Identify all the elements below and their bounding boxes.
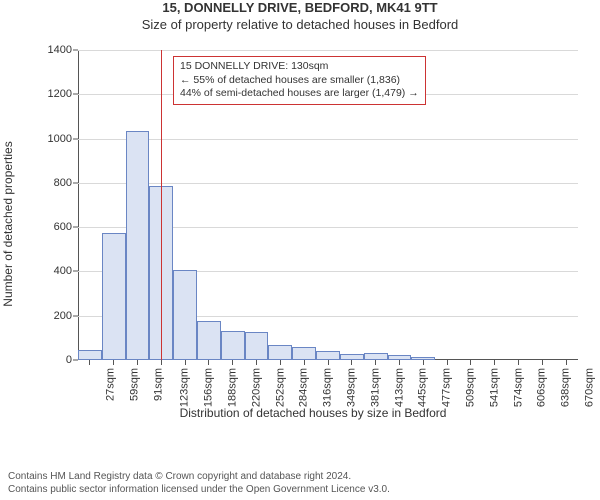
- x-tick-label: 27sqm: [104, 368, 116, 401]
- x-tick: [256, 360, 257, 365]
- x-tick: [185, 360, 186, 365]
- histogram-bar: [197, 321, 221, 360]
- gridline: [78, 139, 578, 140]
- x-tick: [232, 360, 233, 365]
- x-tick: [208, 360, 209, 365]
- y-tick-label: 0: [66, 354, 72, 366]
- histogram-bar: [221, 331, 245, 360]
- y-tick-label: 1200: [48, 88, 72, 100]
- x-tick: [113, 360, 114, 365]
- footer-line-1: Contains HM Land Registry data © Crown c…: [8, 470, 390, 483]
- x-tick-label: 606sqm: [536, 368, 548, 407]
- y-tick-label: 600: [54, 221, 72, 233]
- annotation-box: 15 DONNELLY DRIVE: 130sqm← 55% of detach…: [173, 56, 426, 105]
- x-tick: [280, 360, 281, 365]
- x-tick-label: 284sqm: [298, 368, 310, 407]
- x-tick: [161, 360, 162, 365]
- x-tick: [375, 360, 376, 365]
- x-tick-label: 188sqm: [227, 368, 239, 407]
- x-tick: [304, 360, 305, 365]
- x-tick-label: 574sqm: [512, 368, 524, 407]
- y-axis-line: [78, 50, 79, 360]
- annotation-line: 44% of semi-detached houses are larger (…: [180, 87, 419, 101]
- chart: Number of detached properties 0200400600…: [48, 50, 578, 398]
- plot-area: 020040060080010001200140027sqm59sqm91sqm…: [78, 50, 578, 360]
- x-tick: [542, 360, 543, 365]
- x-tick: [328, 360, 329, 365]
- y-tick: [73, 315, 78, 316]
- x-tick: [566, 360, 567, 365]
- histogram-bar: [268, 345, 292, 361]
- x-tick: [399, 360, 400, 365]
- x-tick: [494, 360, 495, 365]
- x-tick: [447, 360, 448, 365]
- histogram-bar: [126, 131, 150, 360]
- histogram-bar: [173, 270, 197, 360]
- x-axis-label: Distribution of detached houses by size …: [180, 406, 447, 420]
- gridline: [78, 50, 578, 51]
- y-tick: [73, 138, 78, 139]
- y-tick-label: 800: [54, 177, 72, 189]
- x-tick-label: 220sqm: [250, 368, 262, 407]
- x-tick-label: 91sqm: [152, 368, 164, 401]
- x-tick-label: 445sqm: [417, 368, 429, 407]
- y-tick-label: 400: [54, 265, 72, 277]
- page-title: 15, DONNELLY DRIVE, BEDFORD, MK41 9TT: [0, 0, 600, 15]
- x-tick-label: 123sqm: [179, 368, 191, 407]
- x-tick-label: 638sqm: [560, 368, 572, 407]
- gridline: [78, 183, 578, 184]
- histogram-bar: [102, 233, 126, 360]
- x-tick: [89, 360, 90, 365]
- x-tick-label: 477sqm: [441, 368, 453, 407]
- y-tick: [73, 227, 78, 228]
- y-tick-label: 1000: [48, 133, 72, 145]
- x-tick: [470, 360, 471, 365]
- y-tick: [73, 182, 78, 183]
- x-tick-label: 413sqm: [393, 368, 405, 407]
- footer: Contains HM Land Registry data © Crown c…: [8, 470, 390, 496]
- histogram-bar: [78, 350, 102, 360]
- x-tick: [137, 360, 138, 365]
- y-tick: [73, 94, 78, 95]
- histogram-bar: [316, 351, 340, 360]
- y-tick-label: 200: [54, 310, 72, 322]
- x-tick-label: 541sqm: [488, 368, 500, 407]
- page-subtitle: Size of property relative to detached ho…: [0, 17, 600, 32]
- annotation-line: 15 DONNELLY DRIVE: 130sqm: [180, 60, 419, 74]
- x-tick-label: 509sqm: [465, 368, 477, 407]
- x-tick-label: 59sqm: [128, 368, 140, 401]
- x-tick-label: 156sqm: [203, 368, 215, 407]
- histogram-bar: [364, 353, 388, 360]
- y-tick: [73, 271, 78, 272]
- histogram-bar: [245, 332, 269, 360]
- x-tick-label: 316sqm: [322, 368, 334, 407]
- x-tick-label: 349sqm: [346, 368, 358, 407]
- y-axis-label: Number of detached properties: [1, 141, 15, 306]
- histogram-bar: [292, 347, 316, 360]
- y-tick-label: 1400: [48, 44, 72, 56]
- x-tick-label: 252sqm: [274, 368, 286, 407]
- x-tick-label: 670sqm: [584, 368, 596, 407]
- x-tick-label: 381sqm: [369, 368, 381, 407]
- footer-line-2: Contains public sector information licen…: [8, 483, 390, 496]
- x-tick: [423, 360, 424, 365]
- y-tick: [73, 50, 78, 51]
- x-tick: [518, 360, 519, 365]
- x-tick: [351, 360, 352, 365]
- annotation-line: ← 55% of detached houses are smaller (1,…: [180, 74, 419, 88]
- reference-line: [161, 50, 162, 360]
